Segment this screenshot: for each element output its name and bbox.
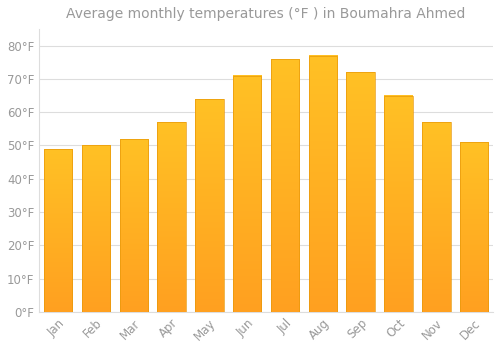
- Bar: [120, 139, 148, 312]
- Bar: [44, 149, 72, 312]
- Bar: [233, 76, 262, 312]
- Bar: [82, 146, 110, 312]
- Bar: [82, 146, 110, 312]
- Bar: [422, 122, 450, 312]
- Bar: [44, 149, 72, 312]
- Bar: [384, 96, 412, 312]
- Bar: [460, 142, 488, 312]
- Bar: [384, 96, 412, 312]
- Bar: [460, 142, 488, 312]
- Bar: [158, 122, 186, 312]
- Bar: [308, 56, 337, 312]
- Bar: [422, 122, 450, 312]
- Bar: [308, 56, 337, 312]
- Bar: [158, 122, 186, 312]
- Bar: [271, 59, 299, 312]
- Bar: [346, 72, 375, 312]
- Bar: [271, 59, 299, 312]
- Bar: [195, 99, 224, 312]
- Bar: [233, 76, 262, 312]
- Bar: [346, 72, 375, 312]
- Bar: [195, 99, 224, 312]
- Bar: [120, 139, 148, 312]
- Title: Average monthly temperatures (°F ) in Boumahra Ahmed: Average monthly temperatures (°F ) in Bo…: [66, 7, 466, 21]
